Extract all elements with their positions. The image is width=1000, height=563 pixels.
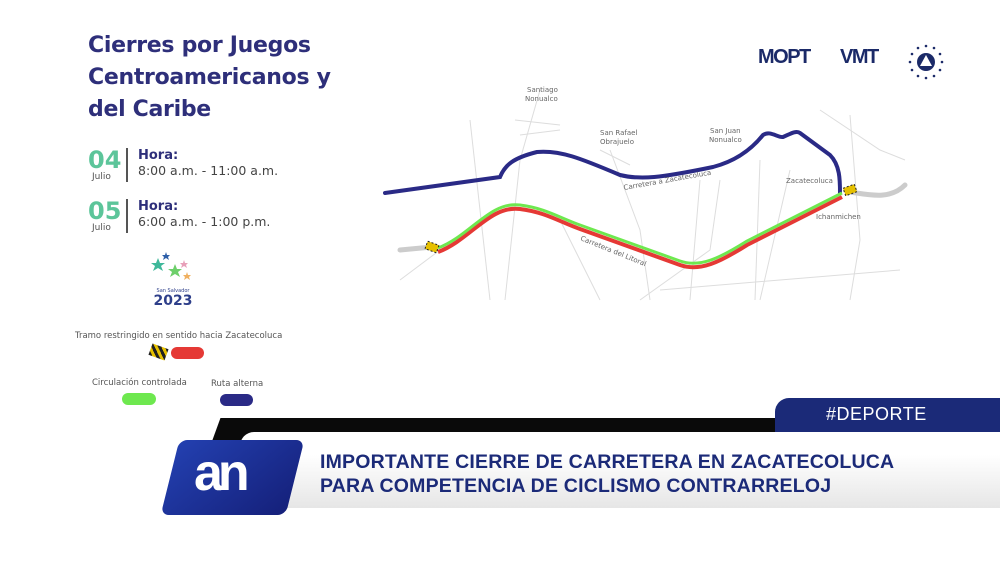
infographic-title: Cierres por Juegos Centroamericanos y de… — [88, 30, 331, 126]
road-gray-east — [847, 182, 908, 198]
day-number: 04 — [88, 146, 122, 174]
road-label: Carretera a Zacatecoluca — [623, 169, 712, 192]
headline-line: PARA COMPETENCIA DE CICLISMO CONTRARRELO… — [320, 475, 832, 497]
schedule-time-2: Hora: 6:00 a.m. - 1:00 p.m. — [138, 199, 270, 229]
vmt-logo: VMT — [840, 46, 879, 68]
coat-of-arms-icon — [908, 44, 944, 80]
place-label: San Juan — [710, 127, 741, 135]
time-range: 6:00 a.m. - 1:00 p.m. — [138, 214, 271, 229]
place-label: Nonualco — [709, 136, 742, 144]
place-label: Obrajuelo — [600, 138, 634, 146]
headline: IMPORTANTE CIERRE DE CARRETERA EN ZACATE… — [320, 450, 894, 498]
headline-line: IMPORTANTE CIERRE DE CARRETERA EN ZACATE… — [320, 451, 895, 473]
place-label: Nonualco — [525, 95, 558, 103]
hora-label: Hora: — [138, 148, 179, 163]
tag-box — [775, 398, 1000, 432]
logo-year: 2023 — [153, 293, 193, 309]
title-line: Centroamericanos y — [88, 65, 331, 90]
month-label: Julio — [92, 223, 111, 233]
legend-alternate-swatch — [220, 394, 253, 406]
legend-alternate-label: Ruta alterna — [211, 379, 264, 389]
time-range: 8:00 a.m. - 11:00 a.m. — [138, 163, 279, 178]
restricted-route-line — [437, 195, 843, 270]
schedule-day-1: 04 Julio — [88, 148, 121, 182]
category-tag: #DEPORTE — [826, 404, 927, 424]
roadblock-icon — [842, 183, 858, 197]
event-logo: San Salvador 2023 — [148, 248, 198, 318]
legend-controlled-swatch — [122, 393, 156, 405]
title-line: Cierres por Juegos — [88, 33, 311, 58]
schedule-time-1: Hora: 8:00 a.m. - 11:00 a.m. — [138, 148, 278, 178]
controlled-route-line — [437, 191, 843, 265]
place-label: Zacatecoluca — [786, 177, 833, 185]
divider — [126, 148, 128, 182]
mopt-logo: MOPT — [758, 46, 811, 68]
day-number: 05 — [88, 197, 122, 225]
alternate-route-line — [383, 129, 842, 195]
legend-restricted-label: Tramo restringido en sentido hacia Zacat… — [75, 331, 283, 341]
hora-label: Hora: — [138, 199, 179, 214]
place-label: Ichanmichen — [816, 213, 861, 221]
headline-bar — [240, 432, 1000, 508]
roadblock-icon — [424, 240, 440, 254]
logo-place: San Salvador — [156, 288, 190, 294]
title-line: del Caribe — [88, 97, 211, 122]
legend-controlled-label: Circulación controlada — [92, 378, 187, 388]
route-map: Santiago Nonualco San Rafael Obrajuelo S… — [383, 86, 908, 301]
stars-icon — [151, 252, 191, 280]
divider — [126, 199, 128, 233]
place-label: Santiago — [527, 86, 558, 94]
month-label: Julio — [92, 172, 111, 182]
place-label: San Rafael — [600, 129, 637, 137]
background-roads — [399, 89, 906, 301]
legend-restricted-swatch — [171, 347, 204, 359]
schedule-day-2: 05 Julio — [88, 199, 121, 233]
channel-logo: an — [194, 444, 250, 502]
